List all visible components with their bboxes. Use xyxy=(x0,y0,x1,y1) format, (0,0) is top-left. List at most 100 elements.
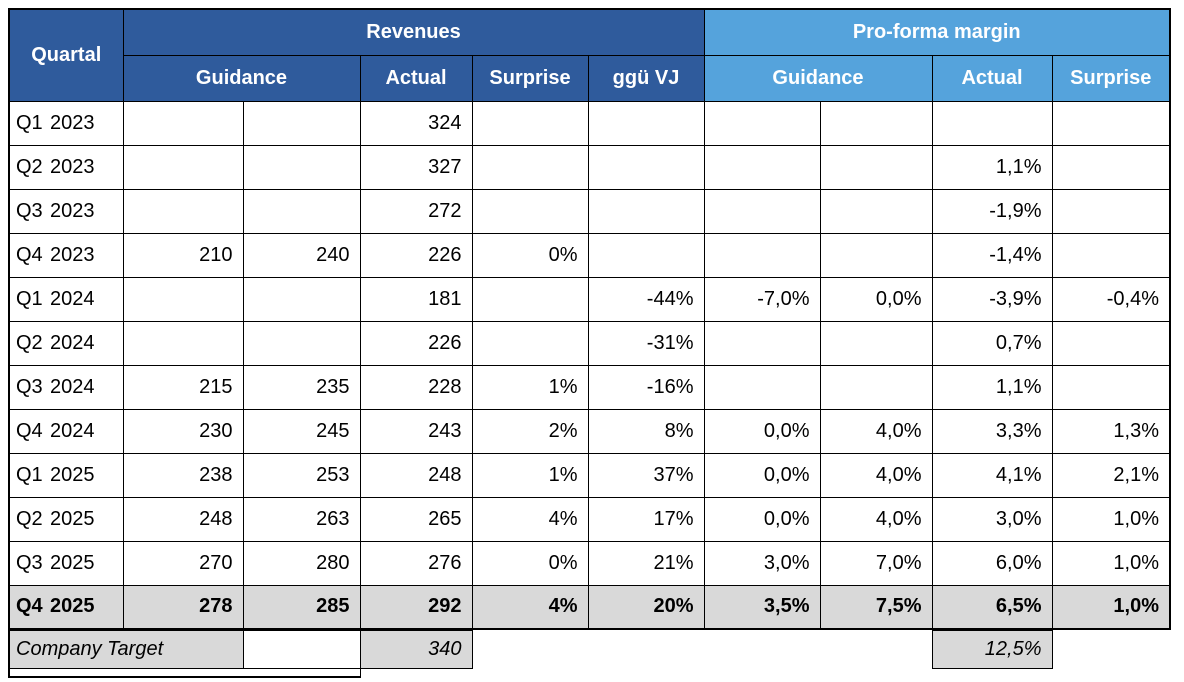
quarter-cell[interactable]: Q3 2025 xyxy=(8,540,124,586)
pf-actual-cell[interactable]: 6,0% xyxy=(931,540,1053,586)
pf-surprise-cell[interactable]: 1,0% xyxy=(1051,584,1171,630)
pf-guidance-low-cell[interactable]: 0,0% xyxy=(703,452,821,498)
actual-cell[interactable]: 243 xyxy=(359,408,473,454)
actual-cell[interactable]: 272 xyxy=(359,188,473,234)
surprise-cell[interactable] xyxy=(471,320,589,366)
actual-cell[interactable]: 324 xyxy=(359,100,473,146)
pf-guidance-low-cell[interactable] xyxy=(703,188,821,234)
actual-cell[interactable]: 228 xyxy=(359,364,473,410)
pf-actual-cell[interactable]: 3,3% xyxy=(931,408,1053,454)
guidance-low-cell[interactable]: 278 xyxy=(122,584,244,630)
pf-guidance-high-cell[interactable] xyxy=(819,232,933,278)
surprise-cell[interactable] xyxy=(471,188,589,234)
gguevj-cell[interactable]: 37% xyxy=(587,452,705,498)
guidance-high-cell[interactable] xyxy=(242,100,361,146)
actual-cell[interactable]: 248 xyxy=(359,452,473,498)
pf-guidance-high-cell[interactable] xyxy=(819,188,933,234)
pf-actual-cell[interactable]: 0,7% xyxy=(931,320,1053,366)
pf-actual-cell[interactable]: 4,1% xyxy=(931,452,1053,498)
guidance-high-cell[interactable] xyxy=(242,276,361,322)
guidance-low-cell[interactable] xyxy=(122,188,244,234)
quarter-cell[interactable]: Q1 2023 xyxy=(8,100,124,146)
actual-cell[interactable]: 226 xyxy=(359,232,473,278)
surprise-cell[interactable]: 4% xyxy=(471,496,589,542)
pf-surprise-cell[interactable]: 1,0% xyxy=(1051,540,1171,586)
quarter-cell[interactable]: Q2 2024 xyxy=(8,320,124,366)
guidance-high-cell[interactable] xyxy=(242,144,361,190)
gguevj-cell[interactable]: -31% xyxy=(587,320,705,366)
pf-guidance-high-cell[interactable] xyxy=(819,100,933,146)
gguevj-cell[interactable]: 20% xyxy=(587,584,705,630)
quarter-cell[interactable]: Q1 2025 xyxy=(8,452,124,498)
pf-guidance-low-cell[interactable]: 3,5% xyxy=(703,584,821,630)
guidance-high-cell[interactable]: 253 xyxy=(242,452,361,498)
guidance-low-cell[interactable] xyxy=(122,276,244,322)
company-target-revenue-cell[interactable]: 340 xyxy=(359,630,473,669)
company-target-empty-cell[interactable] xyxy=(242,630,361,669)
pf-guidance-high-cell[interactable]: 7,5% xyxy=(819,584,933,630)
pf-actual-cell[interactable]: -1,9% xyxy=(931,188,1053,234)
pf-surprise-cell[interactable] xyxy=(1051,100,1171,146)
pf-guidance-low-cell[interactable] xyxy=(703,364,821,410)
pf-surprise-cell[interactable] xyxy=(1051,364,1171,410)
pf-guidance-low-cell[interactable] xyxy=(703,232,821,278)
pf-guidance-high-cell[interactable] xyxy=(819,144,933,190)
pf-guidance-high-cell[interactable]: 4,0% xyxy=(819,408,933,454)
pf-surprise-cell[interactable] xyxy=(1051,144,1171,190)
guidance-low-cell[interactable] xyxy=(122,100,244,146)
pf-actual-cell[interactable]: 1,1% xyxy=(931,364,1053,410)
pf-surprise-cell[interactable] xyxy=(1051,232,1171,278)
pf-guidance-low-cell[interactable]: 0,0% xyxy=(703,496,821,542)
pf-guidance-high-cell[interactable] xyxy=(819,320,933,366)
surprise-cell[interactable] xyxy=(471,276,589,322)
pf-surprise-cell[interactable] xyxy=(1051,320,1171,366)
guidance-high-cell[interactable] xyxy=(242,320,361,366)
surprise-cell[interactable]: 4% xyxy=(471,584,589,630)
surprise-cell[interactable]: 1% xyxy=(471,452,589,498)
pf-actual-cell[interactable]: 3,0% xyxy=(931,496,1053,542)
pf-guidance-high-cell[interactable]: 0,0% xyxy=(819,276,933,322)
quarter-cell[interactable]: Q4 2024 xyxy=(8,408,124,454)
quarter-cell[interactable]: Q1 2024 xyxy=(8,276,124,322)
actual-cell[interactable]: 327 xyxy=(359,144,473,190)
pf-guidance-low-cell[interactable]: -7,0% xyxy=(703,276,821,322)
gguevj-cell[interactable]: 17% xyxy=(587,496,705,542)
gguevj-cell[interactable]: -44% xyxy=(587,276,705,322)
guidance-low-cell[interactable]: 230 xyxy=(122,408,244,454)
guidance-high-cell[interactable]: 285 xyxy=(242,584,361,630)
pf-guidance-low-cell[interactable] xyxy=(703,320,821,366)
guidance-high-cell[interactable]: 245 xyxy=(242,408,361,454)
guidance-low-cell[interactable]: 238 xyxy=(122,452,244,498)
gguevj-cell[interactable] xyxy=(587,188,705,234)
guidance-low-cell[interactable]: 210 xyxy=(122,232,244,278)
gguevj-cell[interactable] xyxy=(587,100,705,146)
pf-guidance-high-cell[interactable]: 4,0% xyxy=(819,496,933,542)
company-target-label-cell[interactable]: Company Target xyxy=(8,630,244,669)
quarter-cell[interactable]: Q3 2023 xyxy=(8,188,124,234)
surprise-cell[interactable]: 2% xyxy=(471,408,589,454)
gguevj-cell[interactable]: -16% xyxy=(587,364,705,410)
actual-cell[interactable]: 181 xyxy=(359,276,473,322)
company-target-margin-cell[interactable]: 12,5% xyxy=(931,630,1053,669)
guidance-high-cell[interactable]: 235 xyxy=(242,364,361,410)
actual-cell[interactable]: 226 xyxy=(359,320,473,366)
pf-actual-cell[interactable]: -3,9% xyxy=(931,276,1053,322)
surprise-cell[interactable]: 1% xyxy=(471,364,589,410)
pf-actual-cell[interactable]: 6,5% xyxy=(931,584,1053,630)
actual-cell[interactable]: 265 xyxy=(359,496,473,542)
guidance-high-cell[interactable]: 280 xyxy=(242,540,361,586)
pf-guidance-high-cell[interactable]: 4,0% xyxy=(819,452,933,498)
quarter-cell[interactable]: Q2 2025 xyxy=(8,496,124,542)
pf-actual-cell[interactable]: 1,1% xyxy=(931,144,1053,190)
actual-cell[interactable]: 276 xyxy=(359,540,473,586)
gguevj-cell[interactable]: 8% xyxy=(587,408,705,454)
surprise-cell[interactable] xyxy=(471,144,589,190)
pf-guidance-low-cell[interactable] xyxy=(703,144,821,190)
guidance-high-cell[interactable]: 240 xyxy=(242,232,361,278)
guidance-low-cell[interactable]: 215 xyxy=(122,364,244,410)
gguevj-cell[interactable] xyxy=(587,144,705,190)
pf-guidance-high-cell[interactable] xyxy=(819,364,933,410)
guidance-low-cell[interactable]: 270 xyxy=(122,540,244,586)
pf-surprise-cell[interactable] xyxy=(1051,188,1171,234)
surprise-cell[interactable]: 0% xyxy=(471,540,589,586)
